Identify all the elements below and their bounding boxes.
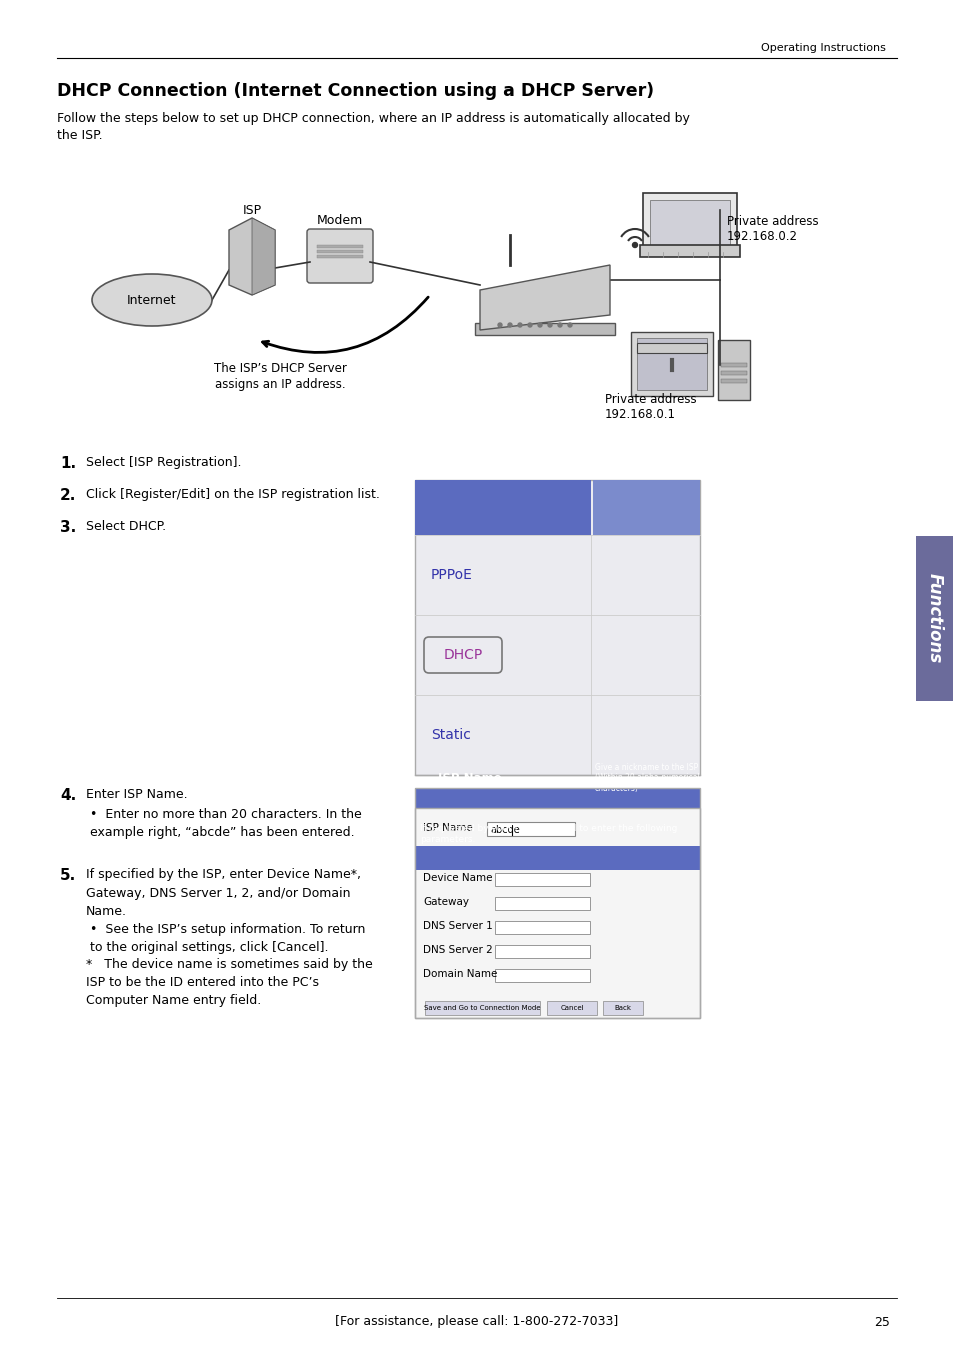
Text: 25: 25 xyxy=(873,1316,889,1329)
Text: PPPoE: PPPoE xyxy=(431,568,473,582)
Text: ISP Name: ISP Name xyxy=(437,771,501,785)
Text: 3.: 3. xyxy=(60,520,76,535)
Text: assigns an IP address.: assigns an IP address. xyxy=(214,377,345,391)
Text: 192.168.0.1: 192.168.0.1 xyxy=(604,408,676,421)
Circle shape xyxy=(547,324,552,328)
Circle shape xyxy=(632,243,637,248)
FancyBboxPatch shape xyxy=(424,1002,539,1015)
FancyBboxPatch shape xyxy=(915,537,953,701)
FancyBboxPatch shape xyxy=(639,245,740,257)
Text: Private address: Private address xyxy=(726,214,818,228)
Ellipse shape xyxy=(91,274,212,326)
Text: the ISP.: the ISP. xyxy=(57,129,103,142)
FancyBboxPatch shape xyxy=(475,324,615,336)
FancyBboxPatch shape xyxy=(415,847,700,869)
Circle shape xyxy=(507,324,512,328)
FancyBboxPatch shape xyxy=(415,480,590,535)
FancyBboxPatch shape xyxy=(649,200,729,245)
Text: Static: Static xyxy=(431,728,471,741)
Circle shape xyxy=(517,324,521,328)
Text: Click [Register/Edit] on the ISP registration list.: Click [Register/Edit] on the ISP registr… xyxy=(86,488,379,501)
Polygon shape xyxy=(252,218,274,295)
Text: Internet: Internet xyxy=(127,294,176,306)
Text: Domain Name: Domain Name xyxy=(422,969,497,979)
FancyBboxPatch shape xyxy=(415,480,700,775)
FancyBboxPatch shape xyxy=(495,921,589,934)
Text: DNS Server 2: DNS Server 2 xyxy=(422,945,493,954)
FancyBboxPatch shape xyxy=(637,342,706,353)
FancyBboxPatch shape xyxy=(495,969,589,981)
FancyBboxPatch shape xyxy=(642,193,737,252)
FancyBboxPatch shape xyxy=(495,945,589,958)
Text: *   The device name is sometimes said by the
ISP to be the ID entered into the P: * The device name is sometimes said by t… xyxy=(86,958,373,1007)
Text: Give a nickname to the ISP
(Within 20 alpha-numerical
characters): Give a nickname to the ISP (Within 20 al… xyxy=(595,763,699,793)
Text: Select [ISP Registration].: Select [ISP Registration]. xyxy=(86,456,241,469)
Text: Enter ISP Name.: Enter ISP Name. xyxy=(86,789,188,801)
FancyBboxPatch shape xyxy=(718,340,749,400)
Text: 2.: 2. xyxy=(60,488,76,503)
Circle shape xyxy=(537,324,541,328)
FancyBboxPatch shape xyxy=(316,255,363,257)
Polygon shape xyxy=(479,266,609,330)
FancyBboxPatch shape xyxy=(415,807,700,1018)
Text: ISP: ISP xyxy=(242,204,261,217)
Text: Device Name: Device Name xyxy=(422,874,492,883)
Circle shape xyxy=(567,324,572,328)
Text: Functions: Functions xyxy=(925,573,943,663)
FancyBboxPatch shape xyxy=(630,332,712,396)
Text: DHCP: DHCP xyxy=(443,648,482,662)
FancyBboxPatch shape xyxy=(546,1002,597,1015)
FancyBboxPatch shape xyxy=(495,874,589,886)
Text: 5.: 5. xyxy=(60,868,76,883)
Text: 4.: 4. xyxy=(60,789,76,803)
Text: Connection Type: Connection Type xyxy=(437,445,567,460)
Text: Cancel: Cancel xyxy=(559,1006,583,1011)
Text: Save and Go to Connection Mode: Save and Go to Connection Mode xyxy=(423,1006,539,1011)
FancyBboxPatch shape xyxy=(593,480,700,535)
FancyBboxPatch shape xyxy=(316,249,363,253)
FancyBboxPatch shape xyxy=(720,363,746,367)
Text: Back: Back xyxy=(614,1006,631,1011)
Text: If requested by your ISP, you need to enter the following
parameters.: If requested by your ISP, you need to en… xyxy=(419,824,677,844)
Text: abcde: abcde xyxy=(490,825,519,834)
Circle shape xyxy=(497,324,501,328)
Text: If specified by the ISP, enter Device Name*,
Gateway, DNS Server 1, 2, and/or Do: If specified by the ISP, enter Device Na… xyxy=(86,868,360,918)
FancyBboxPatch shape xyxy=(720,379,746,383)
Text: The ISP’s DHCP Server: The ISP’s DHCP Server xyxy=(213,363,346,375)
Text: Select DHCP.: Select DHCP. xyxy=(86,520,166,532)
FancyBboxPatch shape xyxy=(307,229,373,283)
Text: Follow the steps below to set up DHCP connection, where an IP address is automat: Follow the steps below to set up DHCP co… xyxy=(57,112,689,125)
Text: ISP Name: ISP Name xyxy=(422,824,473,833)
Polygon shape xyxy=(229,218,274,295)
Text: Current
Status: Current Status xyxy=(622,438,669,466)
FancyBboxPatch shape xyxy=(486,822,575,836)
Text: [For assistance, please call: 1-800-272-7033]: [For assistance, please call: 1-800-272-… xyxy=(335,1316,618,1329)
Text: Private address: Private address xyxy=(604,394,696,406)
Text: Operating Instructions: Operating Instructions xyxy=(760,43,885,53)
Text: DNS Server 1: DNS Server 1 xyxy=(422,921,493,931)
Text: 1.: 1. xyxy=(60,456,76,470)
FancyBboxPatch shape xyxy=(720,371,746,375)
Text: 192.168.0.2: 192.168.0.2 xyxy=(726,231,797,243)
Text: DHCP Connection (Internet Connection using a DHCP Server): DHCP Connection (Internet Connection usi… xyxy=(57,82,654,100)
Circle shape xyxy=(527,324,532,328)
Text: •  Enter no more than 20 characters. In the
example right, “abcde” has been ente: • Enter no more than 20 characters. In t… xyxy=(90,807,361,838)
FancyBboxPatch shape xyxy=(495,896,589,910)
Text: Modem: Modem xyxy=(316,213,363,226)
FancyBboxPatch shape xyxy=(316,245,363,248)
Text: Gateway: Gateway xyxy=(422,896,469,907)
FancyBboxPatch shape xyxy=(415,789,700,807)
Text: •  See the ISP’s setup information. To return
to the original settings, click [C: • See the ISP’s setup information. To re… xyxy=(90,923,365,954)
FancyBboxPatch shape xyxy=(637,338,706,390)
Circle shape xyxy=(558,324,561,328)
FancyBboxPatch shape xyxy=(602,1002,642,1015)
